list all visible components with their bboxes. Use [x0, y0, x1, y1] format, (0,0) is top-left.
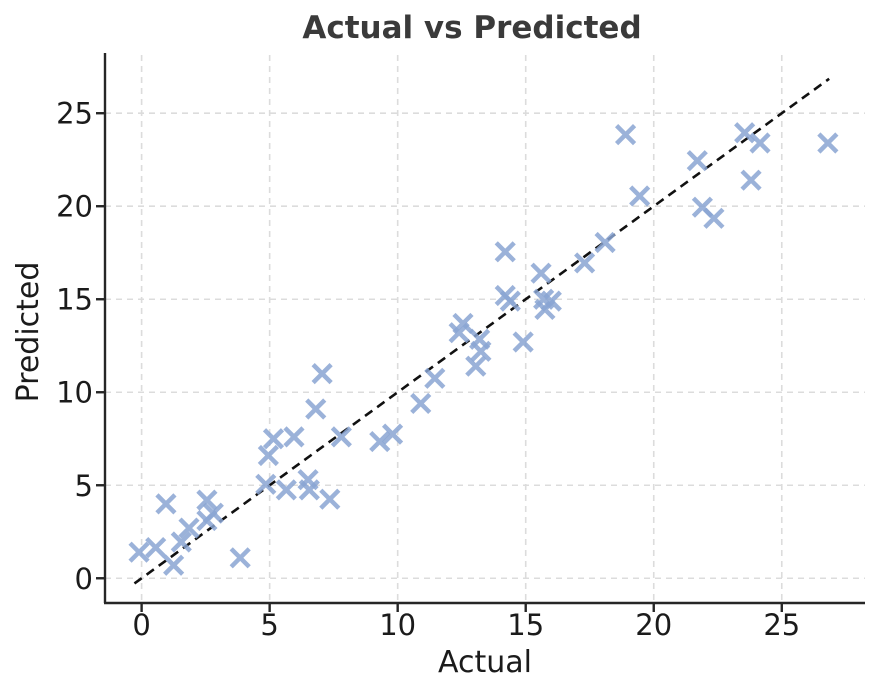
y-tick-label: 15 [56, 283, 93, 317]
axes-spines [103, 53, 865, 605]
scatter-point [686, 150, 708, 172]
scatter-point [749, 132, 771, 154]
scatter-point [629, 185, 651, 207]
scatter-point [594, 231, 616, 254]
scatter-point [369, 430, 391, 453]
x-tick-label: 5 [260, 608, 278, 642]
scatter-point [410, 392, 432, 414]
scatter-point [196, 489, 218, 511]
scatter-point [734, 122, 756, 144]
scatter-point [424, 367, 446, 389]
scatter-point [283, 426, 305, 448]
axis-tick-marks [96, 112, 783, 612]
scatter-point [255, 473, 277, 495]
scatter-point [298, 479, 320, 501]
scatter-point [740, 169, 762, 191]
scatter-point [465, 355, 487, 377]
y-axis-label: Predicted [11, 262, 46, 403]
axis-tick-labels: 0 5 10 15 20 25 0 5 10 15 20 25 [56, 97, 800, 642]
identity-line-path [133, 77, 830, 585]
y-tick-label: 10 [56, 376, 93, 410]
y-tick-label: 25 [56, 97, 93, 131]
y-tick-label: 20 [56, 190, 93, 224]
scatter-point [330, 426, 352, 448]
scatter-point [170, 531, 192, 553]
scatter-point [530, 262, 552, 284]
scatter-point [499, 290, 521, 312]
x-tick-label: 25 [763, 608, 800, 642]
scatter-point [262, 428, 285, 450]
scatter-point [319, 488, 341, 510]
scatter-point [196, 510, 218, 532]
x-axis-label: Actual [438, 645, 532, 680]
y-tick-label: 5 [75, 469, 93, 503]
scatter-point [574, 252, 596, 274]
scatter-point [128, 541, 150, 563]
scatter-point [448, 322, 470, 344]
scatter-point [494, 241, 516, 263]
scatter-point [470, 340, 492, 362]
scatter-point [381, 423, 404, 445]
scatter-point [305, 398, 327, 420]
scatter-points [128, 122, 839, 576]
scatter-point [145, 536, 167, 559]
scatter-point [703, 207, 725, 229]
identity-line [133, 77, 830, 585]
y-tick-label: 0 [75, 562, 93, 596]
scatter-point [229, 547, 251, 569]
x-tick-label: 15 [507, 608, 544, 642]
scatter-point [311, 363, 333, 385]
scatter-point [163, 554, 185, 576]
scatter-point [257, 444, 279, 467]
x-tick-label: 0 [132, 608, 150, 642]
scatter-point [614, 124, 637, 146]
scatter-point [178, 517, 200, 539]
gridlines [105, 55, 865, 603]
scatter-point [155, 493, 177, 515]
scatter-point [534, 298, 556, 321]
x-tick-label: 10 [379, 608, 416, 642]
scatter-point [275, 479, 297, 501]
x-tick-label: 20 [635, 608, 672, 642]
scatter-point [817, 132, 839, 154]
scatter-point [512, 331, 534, 353]
chart-title: Actual vs Predicted [302, 10, 641, 46]
